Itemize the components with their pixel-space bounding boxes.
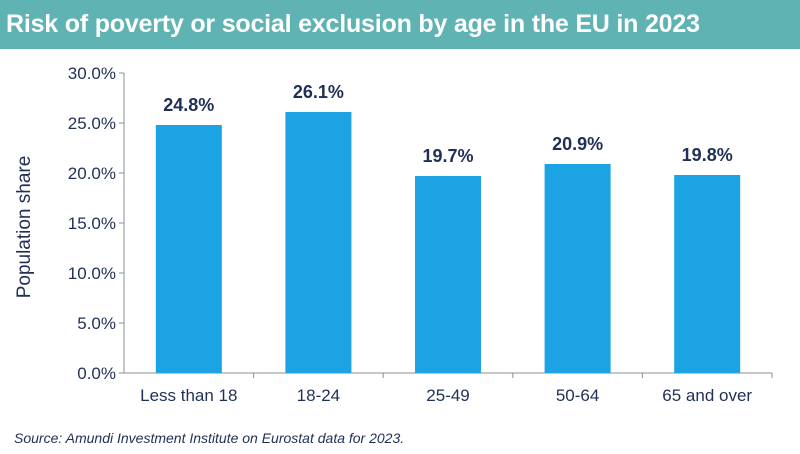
data-label: 20.9% [552,134,603,154]
y-tick-label: 5.0% [77,314,116,333]
x-tick-label: 50-64 [556,386,599,405]
bar-3 [544,164,611,373]
x-tick-label: 65 and over [662,386,752,405]
bar-0 [155,125,222,373]
bar-4 [674,175,741,373]
y-tick-label: 0.0% [77,364,116,383]
data-label: 19.8% [682,145,733,165]
x-tick-label: Less than 18 [140,386,237,405]
title-bar: Risk of poverty or social exclusion by a… [0,0,800,49]
data-label: 26.1% [293,82,344,102]
bar-chart: 0.0% 5.0% 10.0% 15.0% 20.0% 25.0% 30.0% Populat… [14,64,773,405]
data-label: 24.8% [163,95,214,115]
y-tick-label: 20.0% [68,164,116,183]
data-label: 19.7% [422,146,473,166]
y-tick-label: 15.0% [68,214,116,233]
y-axis-title: Population share [14,156,35,299]
x-tick-label: 25-49 [426,386,469,405]
y-tick-label: 30.0% [68,64,116,83]
x-tick-label: 18-24 [297,386,340,405]
chart-title: Risk of poverty or social exclusion by a… [6,10,700,38]
y-tick-label: 25.0% [68,114,116,133]
source-note: Source: Amundi Investment Institute on E… [14,430,405,446]
y-tick-label: 10.0% [68,264,116,283]
bar-2 [415,176,481,373]
bar-1 [285,112,352,373]
